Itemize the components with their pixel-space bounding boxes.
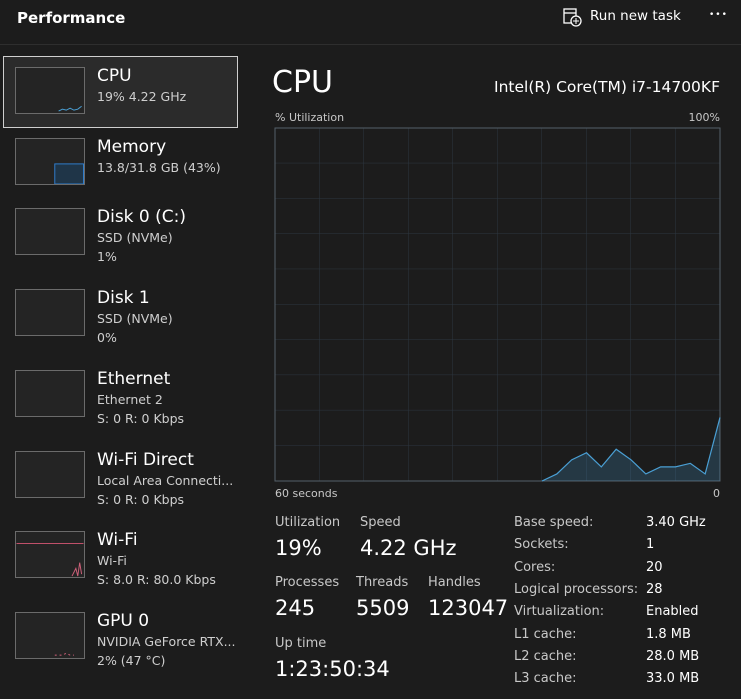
item-name: Wi-Fi Direct: [97, 450, 194, 470]
item-name: Ethernet: [97, 369, 171, 389]
thumbnail-graph: [16, 543, 84, 577]
spec-label: Base speed:: [514, 515, 594, 530]
spec-value: 3.40 GHz: [646, 515, 706, 530]
detail-title: CPU: [272, 65, 333, 100]
item-name: Wi-Fi: [97, 530, 138, 550]
cpu-model: Intel(R) Core(TM) i7-14700KF: [494, 78, 720, 96]
stat-value: 19%: [275, 536, 322, 560]
spec-label: L2 cache:: [514, 648, 577, 664]
page-title: Performance: [17, 9, 126, 27]
spec-value: 1: [646, 537, 655, 553]
stat-value: 123047: [428, 596, 509, 620]
thumbnail: [15, 451, 85, 498]
spec-label: Sockets:: [514, 537, 569, 553]
spec-label: Virtualization:: [514, 604, 605, 620]
stat-value: 5509: [356, 596, 410, 620]
spec-value: 28: [646, 581, 663, 597]
stat-label: Processes: [275, 575, 340, 590]
run-new-task[interactable]: Run new task: [590, 8, 681, 24]
item-detail: S: 8.0 R: 80.0 Kbps: [97, 572, 216, 587]
thumbnail: [15, 370, 85, 417]
item-detail: Local Area Connecti...: [97, 473, 234, 488]
spec-value: Enabled: [646, 604, 699, 620]
item-detail: 13.8/31.8 GB (43%): [97, 160, 221, 175]
more-button[interactable]: •••: [709, 10, 728, 20]
thumbnail: [15, 612, 85, 659]
item-name: Disk 1: [97, 288, 150, 308]
item-name: GPU 0: [97, 611, 150, 631]
item-detail: S: 0 R: 0 Kbps: [97, 492, 185, 507]
stat-value: 1:23:50:34: [275, 657, 390, 681]
item-detail: SSD (NVMe): [97, 311, 173, 326]
y-axis-label: % Utilization: [275, 111, 344, 124]
cpu-line: [541, 417, 721, 482]
thumbnail-graph: [54, 652, 74, 656]
item-detail: 0%: [97, 330, 117, 345]
stat-label: Speed: [360, 515, 401, 530]
thumbnail: [15, 208, 85, 255]
spec-label: Cores:: [514, 559, 556, 575]
area-fill: [542, 417, 720, 481]
stat-label: Threads: [356, 575, 409, 590]
cpu-graph: % Utilization 100% 60 seconds 0: [274, 111, 721, 500]
spec-label: Logical processors:: [514, 581, 639, 597]
spec-value: 20: [646, 559, 663, 575]
spec-value: 1.8 MB: [646, 626, 691, 642]
stat-label: Up time: [275, 636, 327, 651]
spec-label: L1 cache:: [514, 626, 577, 642]
separator: [0, 44, 741, 45]
item-detail: 1%: [97, 249, 117, 264]
thumbnail: [15, 531, 85, 578]
thumbnail-graph: [58, 105, 82, 112]
thumbnail: [15, 67, 85, 114]
thumbnail: [15, 289, 85, 336]
item-name: CPU: [97, 66, 132, 86]
stat-value: 245: [275, 596, 316, 620]
stat-value: 4.22 GHz: [360, 536, 457, 560]
spec-value: 28.0 MB: [646, 648, 700, 664]
spec-label: L3 cache:: [514, 671, 577, 687]
x-tick-label: 0: [713, 487, 720, 500]
item-detail: SSD (NVMe): [97, 230, 173, 245]
x-tick-label: 60 seconds: [275, 487, 338, 500]
y-tick-label: 100%: [689, 111, 720, 124]
item-name: Disk 0 (C:): [97, 207, 187, 227]
item-detail: 19% 4.22 GHz: [97, 89, 187, 104]
item-detail: 2% (47 °C): [97, 653, 166, 668]
stat-label: Utilization: [275, 515, 341, 530]
graph-frame: [274, 127, 721, 482]
item-detail: Ethernet 2: [97, 392, 163, 407]
run-task-icon[interactable]: [562, 7, 582, 27]
item-detail: NVIDIA GeForce RTX...: [97, 634, 236, 649]
item-detail: Wi-Fi: [97, 553, 127, 568]
item-detail: S: 0 R: 0 Kbps: [97, 411, 185, 426]
thumbnail: [15, 138, 85, 185]
item-name: Memory: [97, 137, 167, 157]
stat-label: Handles: [428, 575, 481, 590]
spec-value: 33.0 MB: [646, 671, 700, 687]
